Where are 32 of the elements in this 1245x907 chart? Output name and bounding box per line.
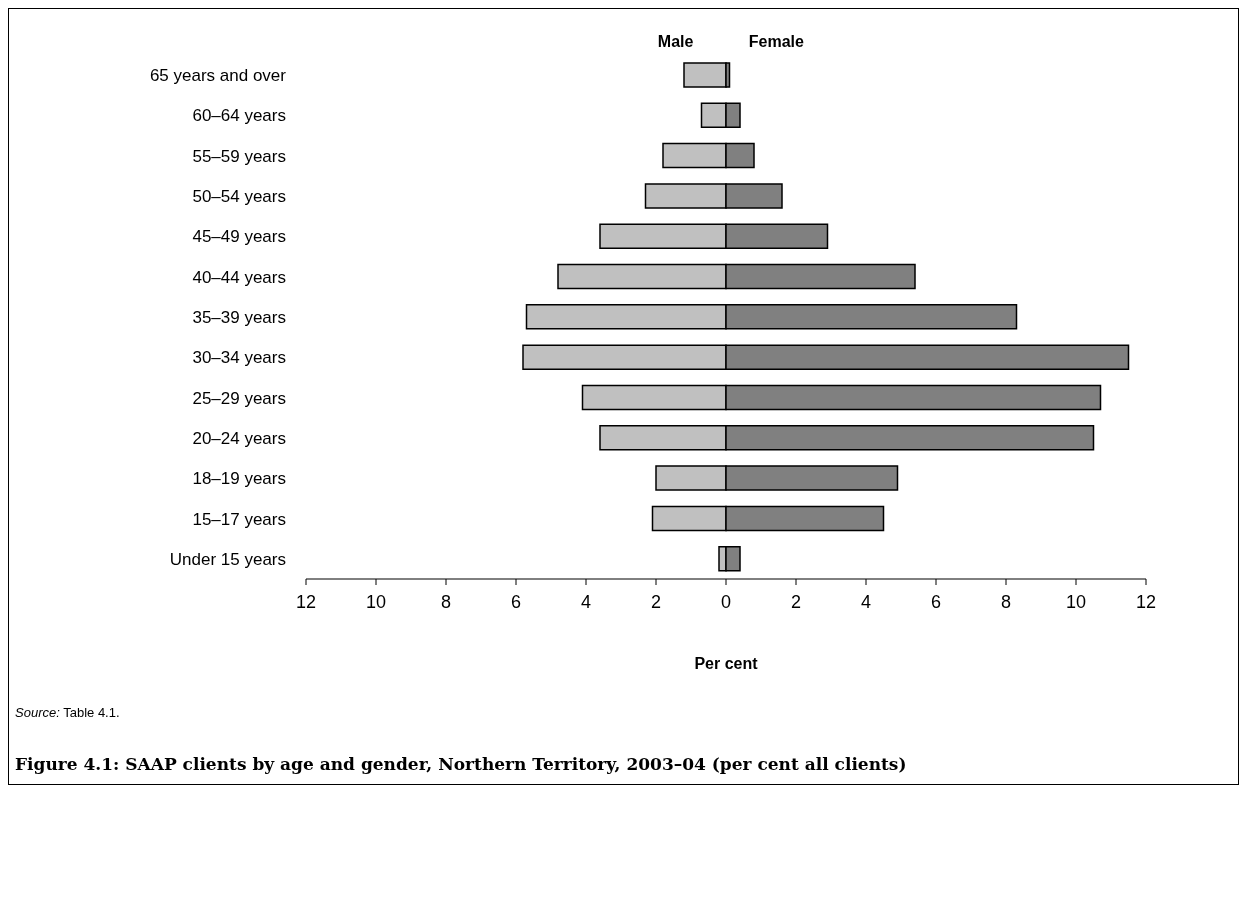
y-tick-label: 45–49 years [192, 227, 286, 247]
y-tick-label: 30–34 years [192, 348, 286, 368]
series-label: Male [656, 33, 695, 51]
y-tick-label: 35–39 years [192, 308, 286, 328]
y-tick-label: 18–19 years [192, 469, 286, 489]
x-tick-label: 12 [295, 591, 317, 612]
source-note: Source: Table 4.1. [15, 705, 121, 720]
x-tick-label: 4 [860, 591, 872, 612]
x-tick-label: 10 [1065, 591, 1087, 612]
y-tick-label: 40–44 years [192, 267, 286, 287]
x-tick-label: 8 [440, 591, 452, 612]
bar [683, 62, 727, 88]
x-tick-label: 6 [510, 591, 522, 612]
y-tick-label: 55–59 years [192, 146, 286, 166]
x-tick-label: 12 [1135, 591, 1157, 612]
x-tick-label: 2 [790, 591, 802, 612]
y-tick-label: 15–17 years [192, 509, 286, 529]
text: Figure 4.1: SAAP clients by age and gender, Northern Territory, 2003–04 (per cent all clients) [15, 754, 908, 774]
y-tick-label: 50–54 years [192, 187, 286, 207]
x-tick-label: 8 [1000, 591, 1012, 612]
x-tick-label: 0 [720, 591, 732, 612]
y-tick-label: 65 years and over [149, 66, 287, 86]
x-tick-label: 6 [930, 591, 942, 612]
y-tick-label: 25–29 years [192, 388, 286, 408]
y-tick-label: 60–64 years [192, 106, 286, 126]
x-tick-label: 10 [365, 591, 387, 612]
y-tick-label: 20–24 years [192, 428, 286, 448]
x-tick-label: 2 [650, 591, 662, 612]
x-tick-label: 4 [580, 591, 592, 612]
series-label: Female [747, 33, 805, 51]
x-axis-title: Per cent [694, 655, 759, 672]
y-tick-label: Under 15 years [169, 549, 286, 569]
